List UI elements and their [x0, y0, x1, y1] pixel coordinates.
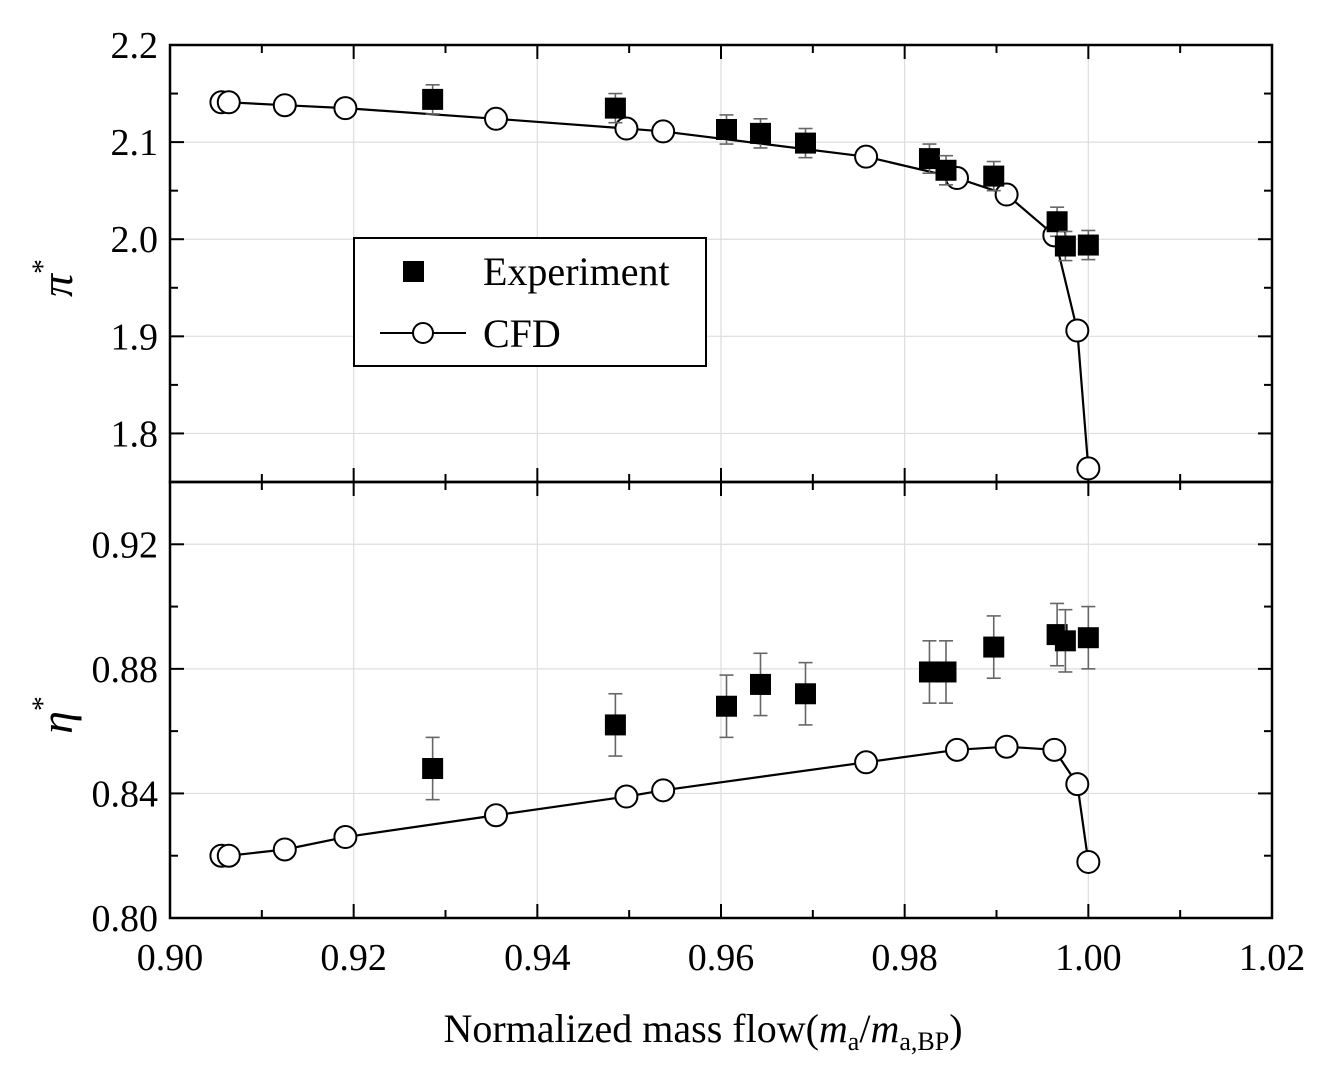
y-axis-title-pressure-symbol: π	[31, 272, 82, 297]
cfd-point-pressure	[484, 106, 509, 131]
y-axis-title-efficiency-superscript: *	[26, 696, 59, 711]
legend-marker-cfd	[412, 322, 434, 344]
x-axis-title-numerator: m	[819, 1006, 848, 1051]
cfd-point-efficiency	[1076, 849, 1101, 874]
experiment-point-efficiency	[749, 673, 771, 695]
y-tick-label-pressure: 1.9	[111, 316, 159, 358]
x-axis-title-denominator-subscript: a,BP	[899, 1027, 949, 1056]
y-tick-label-pressure: 2.1	[111, 122, 159, 164]
y-axis-title-efficiency-symbol: η	[31, 711, 82, 734]
cfd-point-efficiency	[272, 837, 297, 862]
cfd-point-pressure	[994, 182, 1019, 207]
legend-marker-experiment	[403, 261, 424, 282]
y-tick-label-pressure: 2.0	[111, 219, 159, 261]
experiment-point-efficiency	[983, 636, 1005, 658]
x-axis-title: Normalized mass flow(ma/ma,BP)	[443, 1006, 962, 1056]
grid-lines	[170, 45, 1272, 918]
x-axis-title-prefix: Normalized mass flow(	[443, 1006, 818, 1051]
cfd-point-pressure	[1065, 318, 1090, 343]
x-axis-title-denominator: m	[870, 1006, 899, 1051]
experiment-point-pressure	[749, 122, 771, 144]
cfd-point-efficiency	[614, 784, 639, 809]
legend-label-cfd: CFD	[483, 311, 561, 356]
x-tick-label: 1.00	[1055, 937, 1122, 979]
y-tick-label-efficiency: 0.80	[92, 898, 159, 940]
experiment-point-efficiency	[604, 714, 626, 736]
y-tick-label-efficiency: 0.84	[92, 773, 159, 815]
experiment-point-efficiency	[1077, 627, 1099, 649]
cfd-point-pressure	[333, 96, 358, 121]
y-tick-label-efficiency: 0.88	[92, 649, 159, 691]
experiment-point-efficiency	[422, 758, 444, 780]
x-tick-label: 0.90	[137, 937, 204, 979]
experiment-point-pressure	[1077, 234, 1099, 256]
experiment-point-efficiency	[935, 661, 957, 683]
experiment-point-pressure	[716, 118, 738, 140]
axis-tick-labels: 1.8 1.9 2.0 2.1 2.2 0.80 0.84 0.88 0.92 0.90 0.92 0…	[92, 25, 1306, 979]
y-axis-title-pressure: π*	[26, 259, 82, 297]
x-axis-title-suffix: )	[949, 1006, 962, 1051]
y-tick-label-pressure: 1.8	[111, 413, 159, 455]
cfd-point-efficiency	[651, 778, 676, 803]
cfd-point-efficiency	[216, 843, 241, 868]
experiment-point-pressure	[604, 97, 626, 119]
experiment-point-efficiency	[794, 683, 816, 705]
y-axis-title-pressure-superscript: *	[26, 259, 59, 274]
x-tick-label: 0.96	[688, 937, 755, 979]
cfd-point-efficiency	[484, 803, 509, 828]
cfd-point-efficiency	[854, 750, 879, 775]
y-tick-label-pressure: 2.2	[111, 25, 159, 67]
experiment-point-pressure	[794, 132, 816, 154]
experiment-point-efficiency	[1054, 630, 1076, 652]
cfd-point-efficiency	[333, 825, 358, 850]
y-tick-label-efficiency: 0.92	[92, 524, 159, 566]
experiment-point-pressure	[983, 165, 1005, 187]
legend: Experiment CFD	[353, 237, 707, 367]
x-axis-title-numerator-subscript: a	[848, 1027, 860, 1056]
experiment-point-efficiency	[918, 661, 940, 683]
x-tick-label: 1.02	[1239, 937, 1306, 979]
cfd-point-efficiency	[994, 734, 1019, 759]
y-axis-title-efficiency: η*	[26, 696, 82, 734]
experiment-point-efficiency	[716, 695, 738, 717]
x-tick-label: 0.94	[504, 937, 571, 979]
x-tick-label: 0.98	[871, 937, 938, 979]
x-tick-label: 0.92	[320, 937, 387, 979]
x-axis-title-slash: /	[859, 1006, 871, 1051]
cfd-point-efficiency	[1042, 737, 1067, 762]
cfd-point-pressure	[1076, 456, 1101, 481]
legend-label-experiment: Experiment	[483, 249, 670, 294]
experiment-point-pressure	[918, 148, 940, 170]
cfd-point-pressure	[272, 93, 297, 118]
data-series	[209, 84, 1101, 874]
experiment-point-pressure	[422, 88, 444, 110]
legend-box	[353, 237, 707, 367]
cfd-point-efficiency	[1065, 772, 1090, 797]
experiment-point-pressure	[935, 159, 957, 181]
cfd-point-efficiency	[945, 737, 970, 762]
experiment-point-pressure	[1054, 235, 1076, 257]
cfd-point-pressure	[854, 144, 879, 169]
cfd-point-pressure	[216, 90, 241, 115]
axis-ticks	[169, 44, 1273, 919]
cfd-point-pressure	[651, 119, 676, 144]
cfd-point-pressure	[614, 116, 639, 141]
experiment-point-pressure	[1046, 211, 1068, 233]
